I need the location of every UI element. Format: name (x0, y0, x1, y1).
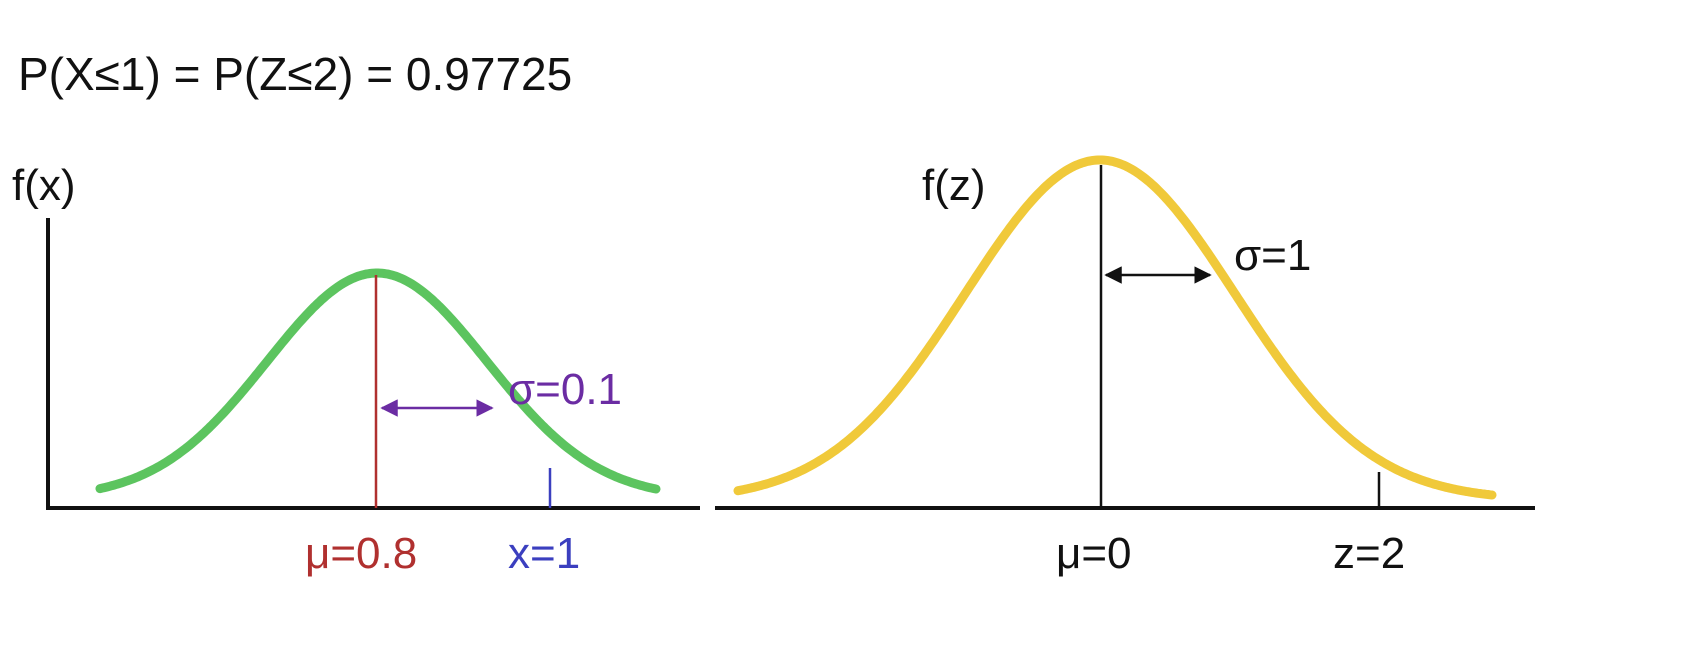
right-mean-label: μ=0 (1056, 529, 1132, 578)
right-y-axis-label: f(z) (922, 161, 986, 210)
left-normal-curve (95, 268, 661, 494)
probability-equation: P(X≤1) = P(Z≤2) = 0.97725 (18, 48, 572, 100)
right-plot: f(z) σ=1 μ=0 z=2 (715, 155, 1535, 578)
left-plot: f(x) σ=0.1 μ=0.8 x=1 (12, 161, 700, 578)
right-normal-curve (733, 155, 1497, 500)
right-sigma-label: σ=1 (1234, 231, 1311, 280)
right-z-marker-label: z=2 (1333, 529, 1405, 578)
left-y-axis-label: f(x) (12, 161, 76, 210)
left-x-marker-label: x=1 (508, 529, 580, 578)
left-sigma-label: σ=0.1 (508, 365, 622, 414)
left-mean-label: μ=0.8 (305, 529, 417, 578)
